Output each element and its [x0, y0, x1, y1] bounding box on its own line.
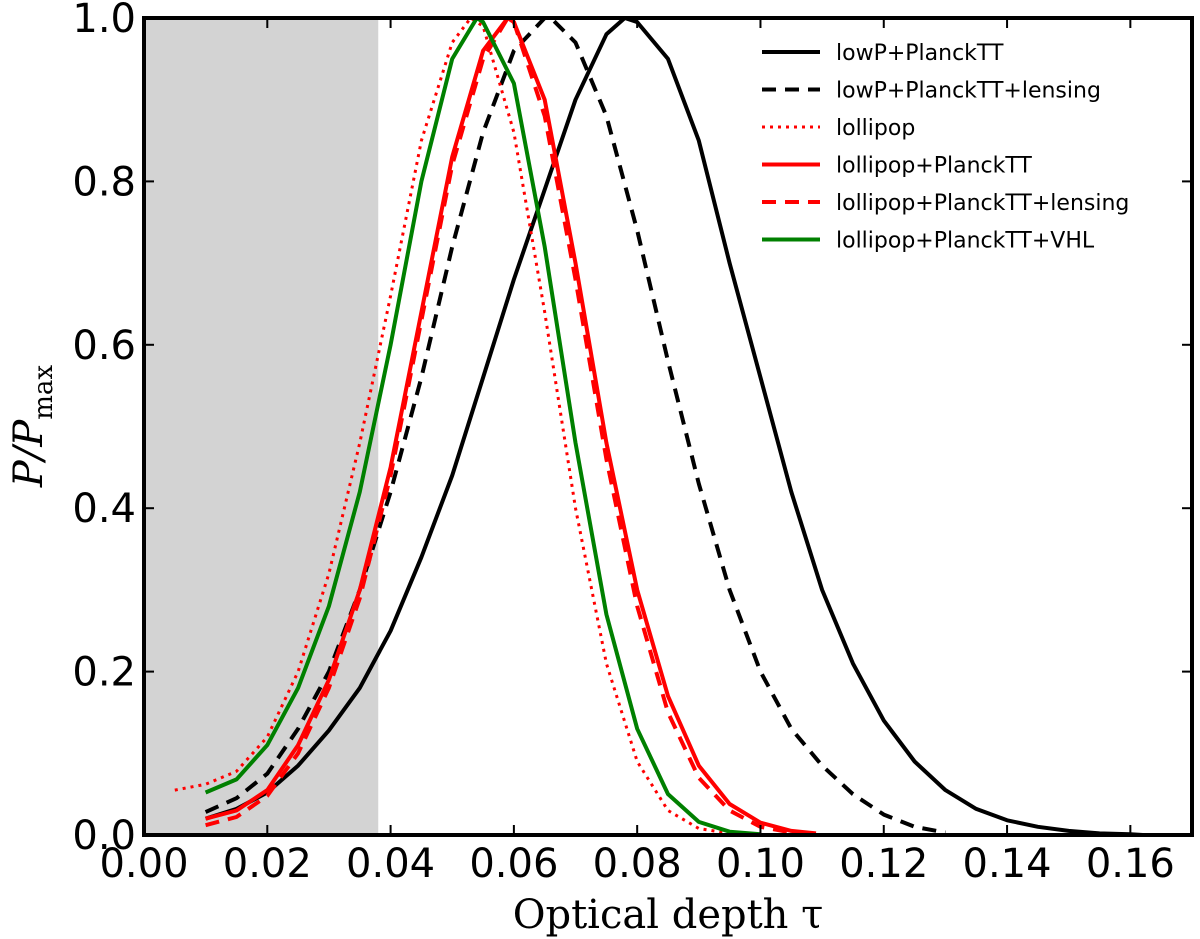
x-tick-label-5: 0.10	[716, 841, 805, 887]
shaded-region-layer	[144, 18, 379, 835]
legend-label-1: lowP+PlanckTT+lensing	[836, 79, 1101, 104]
legend-label-2: lollipop	[836, 116, 915, 141]
y-tick-label-1: 0.2	[72, 650, 136, 696]
series-line-3	[205, 18, 817, 835]
x-tick-label-3: 0.06	[469, 841, 558, 887]
y-tick-label-3: 0.6	[72, 323, 136, 369]
x-tick-label-8: 0.16	[1086, 841, 1175, 887]
x-tick-label-4: 0.08	[593, 841, 682, 887]
legend-label-0: lowP+PlanckTT	[836, 41, 1004, 66]
y-axis-title: P/Pmax	[6, 365, 59, 488]
y-tick-label-0: 0.0	[72, 813, 136, 859]
x-tick-label-1: 0.02	[223, 841, 312, 887]
series-line-1	[204, 18, 946, 835]
y-tick-label-5: 1.0	[72, 0, 136, 42]
y-tick-label-4: 0.8	[72, 159, 136, 205]
x-tick-label-6: 0.12	[839, 841, 928, 887]
shaded-region	[144, 18, 379, 835]
x-tick-label-0: 0.00	[99, 841, 188, 887]
x-tick-label-7: 0.14	[963, 841, 1052, 887]
series-line-0	[204, 18, 1143, 835]
tick-layer: 0.00 0.02 0.04 0.06 0.08 0.10 0.12 0.14 0.16 0.0 0…	[72, 0, 1192, 887]
series-line-4	[205, 18, 792, 835]
legend: lowP+PlanckTT lowP+PlanckTT+lensing lollip…	[762, 41, 1129, 254]
x-tick-label-2: 0.04	[346, 841, 435, 887]
y-axis-title-text: P/Pmax	[6, 365, 59, 488]
legend-label-4: lollipop+PlanckTT+lensing	[836, 191, 1129, 216]
x-axis-title: Optical depth τ	[513, 892, 824, 938]
plot-frame	[142, 16, 1194, 837]
legend-label-5: lollipop+PlanckTT+VHL	[836, 229, 1095, 254]
y-tick-label-2: 0.4	[72, 486, 136, 532]
legend-label-3: lollipop+PlanckTT	[836, 154, 1032, 179]
series-layer	[174, 18, 1143, 835]
series-line-5	[204, 18, 761, 835]
